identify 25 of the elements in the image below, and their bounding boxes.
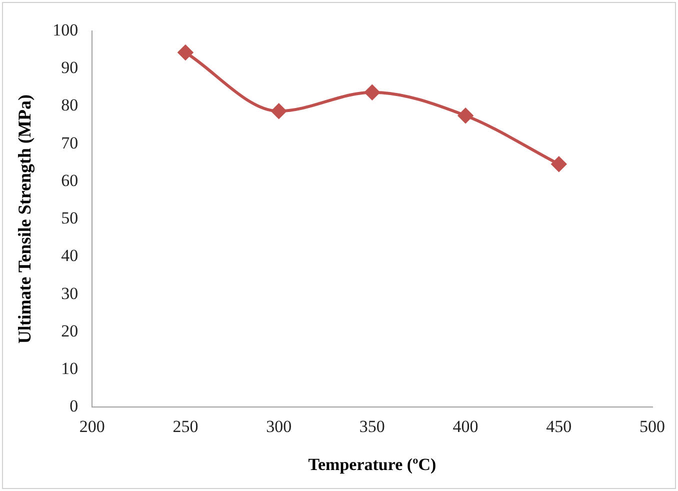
point bbox=[364, 84, 380, 100]
point bbox=[551, 156, 566, 172]
y-tick-label: 70 bbox=[61, 133, 78, 152]
point bbox=[178, 44, 193, 60]
x-axis-title: Temperature (ºC) bbox=[308, 455, 436, 474]
point bbox=[458, 108, 474, 124]
x-tick-label: 350 bbox=[359, 416, 385, 436]
y-tick-label: 20 bbox=[61, 321, 78, 340]
x-tick-label: 250 bbox=[172, 416, 198, 436]
y-tick-label: 60 bbox=[61, 170, 78, 190]
x-tick-label: 450 bbox=[546, 416, 572, 436]
y-tick-label: 0 bbox=[70, 396, 78, 416]
y-tick-label: 10 bbox=[61, 359, 78, 378]
x-tick-label: 200 bbox=[79, 416, 105, 436]
y-tick-label: 90 bbox=[61, 58, 78, 78]
x-tick-label: 400 bbox=[452, 416, 478, 436]
point bbox=[271, 104, 286, 119]
x-tick-label: 500 bbox=[640, 416, 665, 436]
y-tick-label: 30 bbox=[61, 284, 78, 303]
y-tick-label: 80 bbox=[61, 96, 78, 115]
y-axis-title: Ultimate Tensile Strength (MPa) bbox=[14, 94, 34, 344]
x-tick-label: 300 bbox=[266, 416, 292, 436]
y-tick-label: 100 bbox=[52, 20, 78, 40]
y-tick-label: 40 bbox=[61, 246, 78, 266]
y-tick-label: 50 bbox=[61, 208, 78, 228]
